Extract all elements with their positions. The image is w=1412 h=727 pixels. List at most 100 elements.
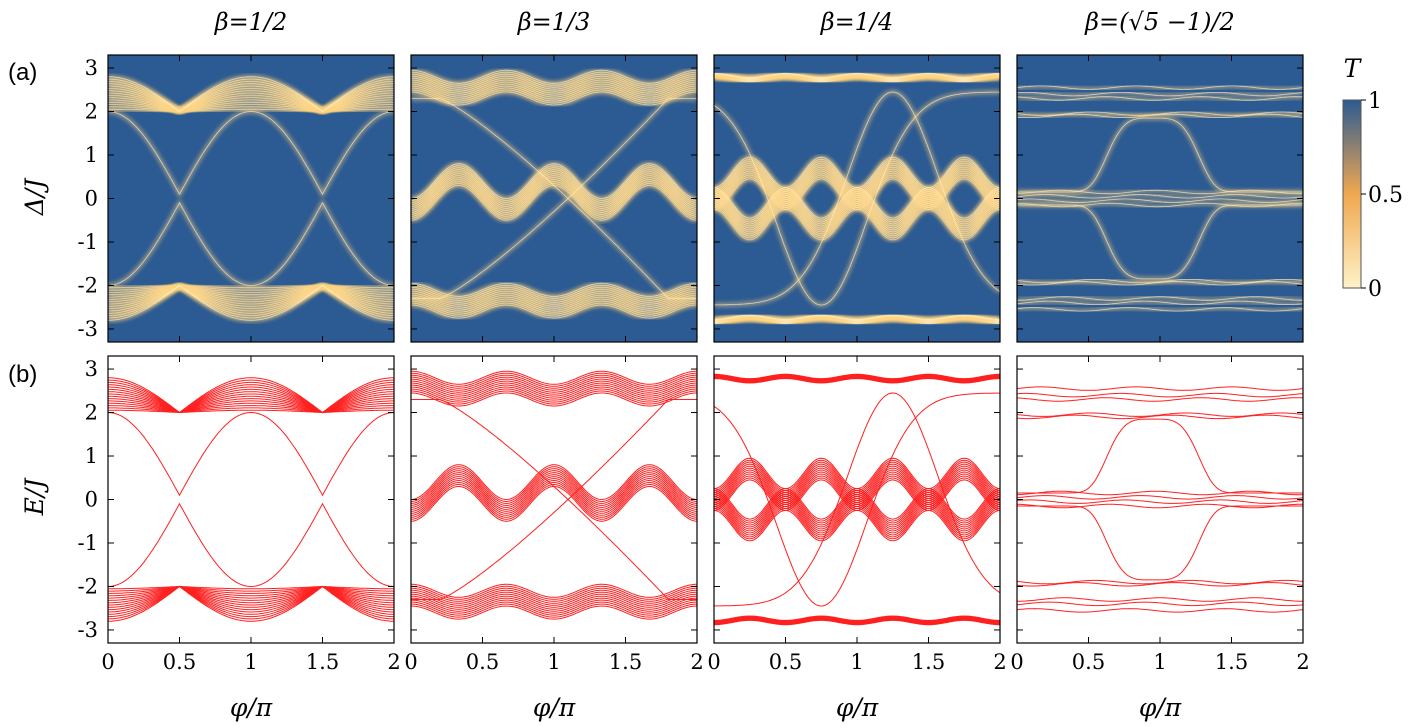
y-tick-label: 1	[85, 444, 98, 468]
band-curve-23	[411, 466, 697, 503]
band-curve-11	[411, 372, 697, 387]
band-curve-18	[108, 585, 394, 606]
transmission-core-15	[1017, 117, 1303, 193]
x-tick-label: 0	[707, 650, 720, 674]
band-curve-25	[108, 384, 394, 414]
band-curve-27	[411, 601, 697, 616]
band-curve-11	[1017, 582, 1303, 587]
xlabel-1: φ/π	[230, 693, 273, 722]
row-label-b: (b)	[8, 361, 37, 388]
band-curve-9	[411, 376, 697, 391]
row-label-a: (a)	[8, 59, 37, 86]
y-tick-label: -3	[78, 618, 98, 642]
band-curve-27	[714, 505, 1000, 538]
x-tick-label: 0.5	[1072, 650, 1105, 674]
transmission-core-8	[1017, 198, 1303, 203]
band-curve-29	[714, 501, 1000, 534]
y-tick-label: -3	[78, 317, 98, 341]
band-curve-21	[108, 388, 394, 414]
band-curve-1	[108, 411, 394, 497]
band-curve-3	[108, 409, 394, 414]
panel-a-4	[1016, 54, 1304, 343]
band-curve-2	[411, 390, 697, 405]
band-curve-28	[108, 585, 394, 618]
band-curve-1	[1017, 386, 1303, 391]
band-curve-25	[411, 605, 697, 620]
band-curve-8	[108, 585, 394, 594]
band-curve-28	[714, 503, 1000, 536]
band-curve-31	[411, 593, 697, 608]
panel-b-1: 0 0.5 1 1.5 2 3 2 1 0 -1 -2 -3	[78, 355, 401, 674]
transmission-core-16	[1017, 204, 1303, 280]
panel-a-2	[410, 54, 698, 343]
colorbar: T 1 0.5 0	[1342, 54, 1403, 302]
band-curve-12	[1017, 597, 1303, 602]
band-curve-5	[411, 384, 697, 399]
band-curve-36	[714, 488, 1000, 520]
transmission-core-12	[411, 69, 697, 84]
transmission-core-31	[108, 76, 394, 112]
band-curve-30	[411, 595, 697, 610]
band-curve-6	[411, 382, 697, 397]
band-curve-10	[411, 374, 697, 389]
transmission-core-14	[1017, 307, 1303, 312]
panel-background	[714, 356, 1000, 643]
panel-b-3: 0 0.5 1 1.5 2	[707, 355, 1007, 674]
band-curve-4	[1017, 412, 1303, 417]
band-curve-20	[108, 585, 394, 608]
colorbar-tick-label: 1	[1368, 89, 1382, 114]
transmission-core-1	[1017, 85, 1303, 90]
y-tick-label: 3	[85, 56, 98, 80]
column-title-4: β=(√5 −1)/2	[1084, 8, 1235, 36]
transmission-core-38	[411, 98, 697, 299]
band-curve-22	[411, 468, 697, 504]
band-curve-10	[108, 585, 394, 597]
column-titles: β=1/2 β=1/3 β=1/4 β=(√5 −1)/2	[214, 8, 1235, 36]
band-curve-11	[108, 400, 394, 414]
transmission-core-50	[714, 91, 1000, 306]
panel-b-4: 0 0.5 1 1.5 2	[1010, 355, 1310, 674]
band-curve-30	[108, 585, 394, 620]
band-curve-49	[714, 392, 1000, 607]
band-curve-12	[411, 370, 697, 385]
transmission-core-7	[1017, 194, 1303, 199]
transmission-core-13	[1017, 300, 1303, 305]
band-curve-24	[108, 585, 394, 613]
band-curve-7	[411, 380, 697, 395]
band-curve-36	[411, 583, 697, 598]
band-curve-8	[1017, 499, 1303, 504]
transmission-core-3	[1017, 96, 1303, 101]
band-curve-16	[108, 585, 394, 604]
band-curve-3	[1017, 397, 1303, 402]
band-curve-19	[411, 474, 697, 510]
panel-background	[108, 356, 394, 643]
panel-background	[411, 356, 697, 643]
ylabel-row-a: Δ/J	[20, 177, 49, 216]
band-curve-9	[108, 402, 394, 414]
band-curve-14	[411, 483, 697, 520]
band-curve-35	[714, 490, 1000, 522]
panel-background	[1017, 356, 1303, 643]
x-tick-label: 1	[1153, 650, 1166, 674]
x-tick-label: 0.5	[769, 650, 802, 674]
transmission-core-24	[411, 163, 697, 199]
band-curve-7	[1017, 495, 1303, 500]
transmission-core-1	[108, 111, 394, 196]
band-curve-37	[411, 399, 697, 600]
y-tick-label: -1	[78, 531, 98, 555]
band-curve-8	[411, 378, 697, 393]
column-title-2: β=1/3	[517, 8, 591, 36]
band-curve-16	[1017, 505, 1303, 581]
band-curve-26	[411, 603, 697, 618]
band-curve-32	[714, 495, 1000, 528]
x-tick-label: 0	[101, 650, 114, 674]
panel-b-2: 0 0.5 1 1.5 2	[404, 355, 704, 674]
band-curve-1	[411, 392, 697, 407]
band-curve-13	[108, 398, 394, 414]
band-curve-9	[1017, 503, 1303, 509]
band-curve-24	[411, 464, 697, 501]
panel-a-1: 3 2 1 0 -1 -2 -3	[78, 54, 395, 343]
xlabel-3: φ/π	[836, 693, 879, 722]
band-curve-17	[411, 477, 697, 514]
